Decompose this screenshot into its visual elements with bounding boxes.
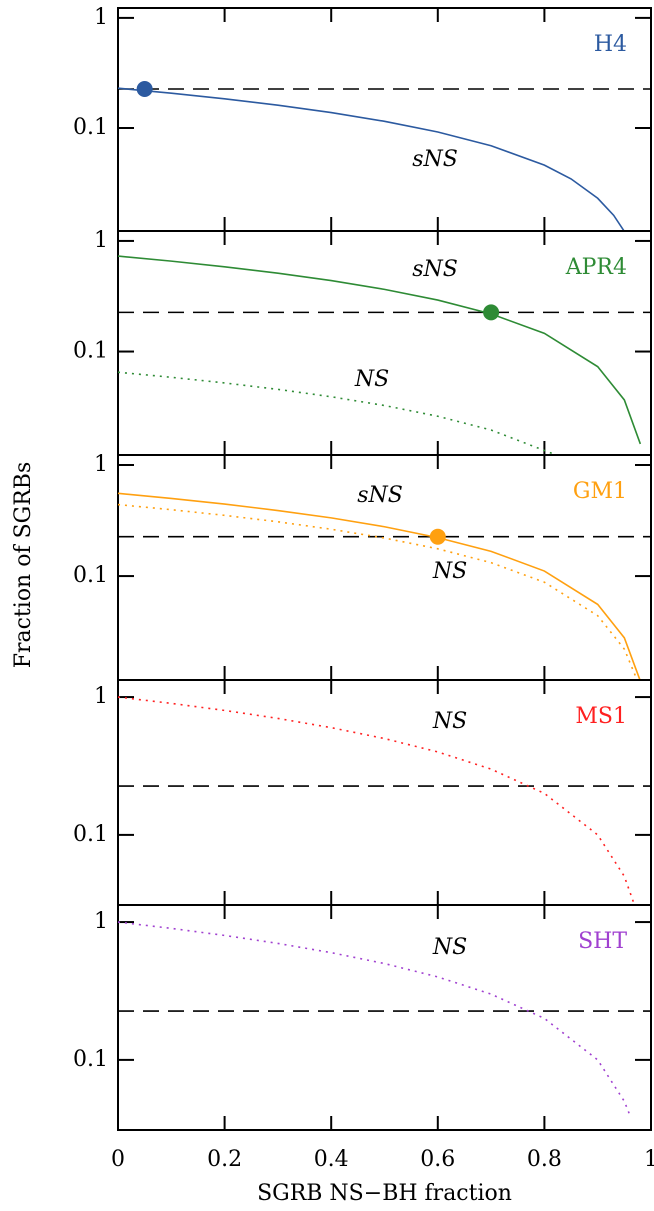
- y-axis-title: Fraction of SGRBs: [11, 462, 36, 669]
- y-tick-label: 1: [94, 909, 108, 934]
- series-line: [117, 503, 638, 680]
- y-tick-label: 0.1: [73, 563, 108, 588]
- y-tick-label: 0.1: [73, 1047, 108, 1072]
- panel-frame: [117, 904, 652, 1131]
- y-tick-label: 1: [94, 228, 108, 253]
- panel-frame: [117, 679, 652, 906]
- series-line: [117, 696, 636, 906]
- marker-dot: [136, 81, 153, 98]
- series-label: NS: [432, 935, 467, 960]
- series-line: [117, 371, 556, 456]
- series-line: [117, 255, 642, 445]
- series-label: NS: [354, 367, 389, 392]
- model-label: GM1: [573, 479, 627, 504]
- x-tick-label: 0: [111, 1147, 125, 1172]
- x-tick-label: 0.4: [314, 1147, 349, 1172]
- model-label: SHT: [578, 929, 627, 954]
- series-label: sNS: [412, 147, 458, 172]
- series-line: [117, 87, 626, 232]
- y-tick-label: 1: [94, 684, 108, 709]
- marker-dot: [429, 528, 446, 545]
- series-line: [117, 921, 631, 1116]
- panel-frame: [117, 7, 652, 232]
- model-label: MS1: [575, 704, 627, 729]
- series-line: [117, 492, 641, 680]
- series-label: sNS: [357, 483, 403, 508]
- model-label: H4: [594, 32, 627, 57]
- x-tick-label: 0.2: [207, 1147, 242, 1172]
- y-tick-label: 1: [94, 5, 108, 30]
- x-tick-label: 1: [644, 1147, 654, 1172]
- y-tick-label: 0.1: [73, 115, 108, 140]
- marker-dot: [483, 304, 500, 321]
- x-tick-label: 0.6: [420, 1147, 455, 1172]
- y-tick-label: 0.1: [73, 822, 108, 847]
- series-label: NS: [432, 559, 467, 584]
- series-label: NS: [432, 709, 467, 734]
- series-label: sNS: [412, 257, 458, 282]
- x-axis-title: SGRB NS−BH fraction: [257, 1181, 512, 1206]
- x-tick-label: 0.8: [527, 1147, 562, 1172]
- y-tick-label: 0.1: [73, 339, 108, 364]
- model-label: APR4: [565, 255, 627, 280]
- y-tick-label: 1: [94, 452, 108, 477]
